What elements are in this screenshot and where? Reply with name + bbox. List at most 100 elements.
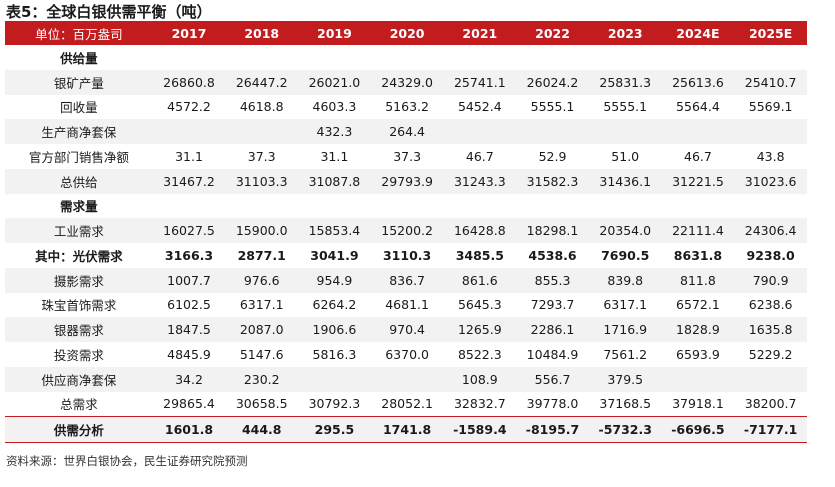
value-cell: -8195.7 [516,416,589,443]
value-cell: 38200.7 [734,391,807,417]
value-cell [225,45,299,70]
value-cell: 20354.0 [588,218,662,243]
table-row: 工业需求 16027.5 15900.0 15853.4 15200.2 16428.8 1… [5,218,807,243]
row-label-cell: 需求量 [5,193,153,219]
value-cell: 1007.7 [152,267,226,293]
value-cell: 7690.5 [588,243,662,268]
header-year-cell: 2025E [734,21,807,45]
table-row: 总需求 29865.4 30658.5 30792.3 28052.1 32832.7 39… [5,391,807,417]
header-year-cell: 2022 [516,21,589,45]
value-cell [152,45,226,70]
value-cell: 31087.8 [298,168,371,194]
value-cell: 15200.2 [370,218,444,243]
value-cell: 25831.3 [588,69,662,95]
table-row: 供给量 [5,45,807,70]
value-cell: 37.3 [225,144,299,169]
row-label-cell: 总需求 [5,391,153,417]
table-row: 珠宝首饰需求 6102.5 6317.1 6264.2 4681.1 5645.3 7293… [5,292,807,318]
row-label-cell: 生产商净套保 [5,119,153,144]
value-cell [734,193,807,219]
row-label-cell: 官方部门销售净额 [5,144,153,169]
value-cell: 10484.9 [516,342,589,367]
value-cell: 8522.3 [443,342,517,367]
value-cell: 7293.7 [516,292,589,318]
value-cell: 855.3 [516,267,589,293]
value-cell: 15900.0 [225,218,299,243]
value-cell: 6264.2 [298,292,371,318]
value-cell [661,119,735,144]
value-cell: 18298.1 [516,218,589,243]
value-cell [661,193,735,219]
value-cell: 30658.5 [225,391,299,417]
value-cell: 6317.1 [225,292,299,318]
value-cell: 8631.8 [661,243,735,268]
value-cell: 5569.1 [734,94,807,120]
value-cell: 4618.8 [225,94,299,120]
table-row: 总供给 31467.2 31103.3 31087.8 29793.9 31243.3 31… [5,168,807,194]
value-cell: 5452.4 [443,94,517,120]
value-cell: 30792.3 [298,391,371,417]
value-cell: 6593.9 [661,342,735,367]
header-year-cell: 2018 [225,21,299,45]
value-cell: 108.9 [443,366,517,392]
value-cell: 4538.6 [516,243,589,268]
value-cell: 2286.1 [516,317,589,342]
value-cell: 976.6 [225,267,299,293]
value-cell: 28052.1 [370,391,444,417]
row-label-cell: 供给量 [5,45,153,70]
header-year-cell: 2024E [661,21,735,45]
value-cell: 5555.1 [516,94,589,120]
value-cell: 43.8 [734,144,807,169]
table-header-row: 单位：百万盎司 2017 2018 2019 2020 2021 2022 2023 2024E… [5,21,807,45]
header-year-cell: 2019 [298,21,371,45]
value-cell: 31582.3 [516,168,589,194]
value-cell: 37.3 [370,144,444,169]
value-cell: 4681.1 [370,292,444,318]
value-cell: 2087.0 [225,317,299,342]
row-label-cell: 回收量 [5,94,153,120]
value-cell [516,45,589,70]
value-cell: 1265.9 [443,317,517,342]
value-cell: 1635.8 [734,317,807,342]
value-cell: 556.7 [516,366,589,392]
value-cell [370,366,444,392]
value-cell [225,193,299,219]
value-cell: 970.4 [370,317,444,342]
row-label-cell: 珠宝首饰需求 [5,292,153,318]
value-cell: 31103.3 [225,168,299,194]
table-row: 供应商净套保 34.2 230.2 108.9 556.7 379.5 [5,366,807,392]
value-cell [734,119,807,144]
table-row: 需求量 [5,193,807,219]
value-cell: 4603.3 [298,94,371,120]
value-cell [443,119,517,144]
value-cell: 51.0 [588,144,662,169]
value-cell [443,193,517,219]
value-cell: 954.9 [298,267,371,293]
table-row: 摄影需求 1007.7 976.6 954.9 836.7 861.6 855.3 839.8… [5,267,807,293]
value-cell [588,45,662,70]
header-unit-cell: 单位：百万盎司 [5,21,153,45]
value-cell: 26021.0 [298,69,371,95]
value-cell: 432.3 [298,119,371,144]
value-cell: 26024.2 [516,69,589,95]
value-cell: 26860.8 [152,69,226,95]
header-year-cell: 2020 [370,21,444,45]
value-cell: 2877.1 [225,243,299,268]
value-cell: 26447.2 [225,69,299,95]
value-cell: 16428.8 [443,218,517,243]
value-cell: 3166.3 [152,243,226,268]
value-cell: 31436.1 [588,168,662,194]
value-cell: 31.1 [298,144,371,169]
value-cell [734,45,807,70]
value-cell: 5163.2 [370,94,444,120]
row-label-cell: 银器需求 [5,317,153,342]
value-cell: 1741.8 [370,416,444,443]
value-cell: -7177.1 [734,416,807,443]
value-cell: 29793.9 [370,168,444,194]
value-cell: 7561.2 [588,342,662,367]
row-label-cell: 投资需求 [5,342,153,367]
value-cell: 790.9 [734,267,807,293]
value-cell: 24306.4 [734,218,807,243]
value-cell: 16027.5 [152,218,226,243]
table-row: 官方部门销售净额 31.1 37.3 31.1 37.3 46.7 52.9 51.0 46.7… [5,144,807,169]
